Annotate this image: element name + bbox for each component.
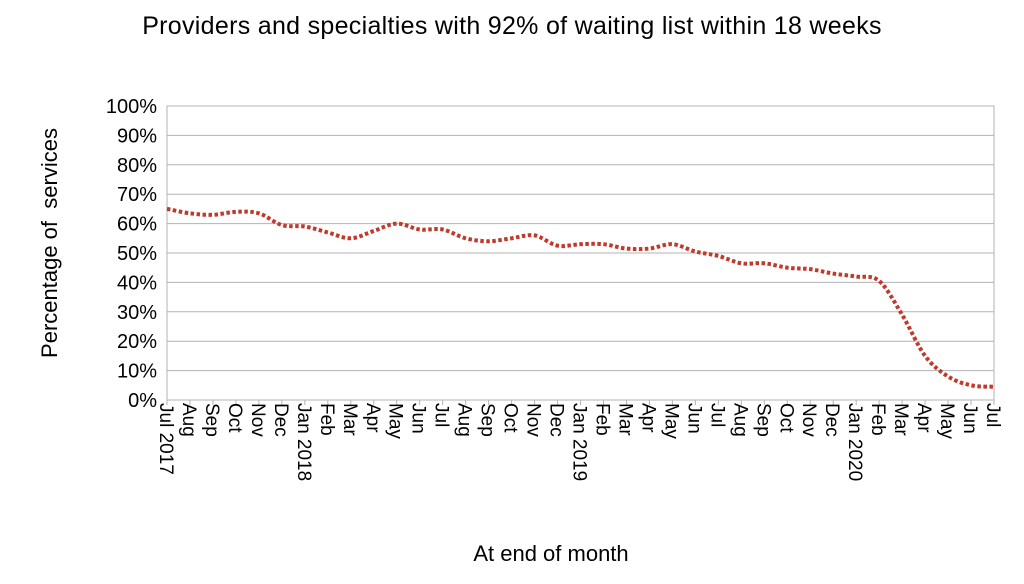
x-tick-label: May [936, 403, 957, 439]
data-point [257, 211, 261, 215]
data-point [969, 383, 973, 387]
x-tick-label: Nov [247, 403, 268, 437]
y-axis-label: Percentage of services [37, 128, 62, 358]
data-point [211, 213, 215, 217]
data-point [808, 267, 812, 271]
x-tick-label: Apr [637, 403, 658, 433]
data-point [234, 210, 238, 214]
series-line [166, 206, 995, 389]
data-point [693, 250, 697, 254]
data-point [303, 225, 307, 229]
data-point [349, 236, 353, 240]
data-point [464, 236, 468, 240]
y-tick-label: 70% [117, 184, 157, 206]
data-point [280, 223, 284, 227]
data-point [739, 261, 743, 265]
data-point [418, 227, 422, 231]
data-point [165, 207, 169, 211]
data-point [326, 230, 330, 234]
x-tick-label: Apr [913, 403, 934, 433]
x-tick-label: Oct [775, 403, 796, 433]
data-point [877, 279, 881, 283]
data-point [670, 242, 674, 246]
x-tick-label: Jun [408, 403, 429, 434]
x-axis-label: At end of month [473, 541, 628, 566]
data-point [556, 244, 560, 248]
x-tick-label: Mar [339, 403, 360, 436]
x-tick-label: Nov [523, 403, 544, 437]
chart-title: Providers and specialties with 92% of wa… [142, 12, 882, 40]
y-tick-label: 100% [106, 96, 157, 118]
y-tick-label: 0% [128, 390, 157, 412]
y-tick-label: 90% [117, 125, 157, 147]
x-tick-label: Oct [500, 403, 521, 433]
data-point [785, 266, 789, 270]
x-tick-label: Nov [798, 403, 819, 437]
x-tick-label: Jan 2020 [844, 403, 865, 481]
x-tick-label: Jul [982, 403, 1003, 427]
data-point [441, 227, 445, 231]
x-axis-ticks: Jul 2017 Aug Sep Oct Nov Dec Jan 2018 Feb Mar Apr… [155, 400, 1003, 481]
x-tick-label: Jun [683, 403, 704, 434]
data-point [946, 374, 950, 378]
x-tick-label: May [660, 403, 681, 439]
x-tick-label: Jul [431, 403, 452, 427]
data-point [188, 211, 192, 215]
y-tick-label: 60% [117, 214, 157, 236]
x-tick-label: Feb [316, 403, 337, 436]
x-tick-label: Jul 2017 [155, 403, 176, 475]
x-tick-label: Aug [729, 403, 750, 437]
series [165, 206, 996, 389]
gridlines [167, 105, 994, 401]
x-tick-label: Dec [270, 403, 291, 437]
x-tick-label: Sep [752, 403, 773, 437]
x-tick-label: Dec [821, 403, 842, 437]
y-axis-ticks: 0% 10% 20% 30% 40% 50% 60% 70% 80% 90% 100% [106, 96, 157, 412]
x-tick-label: Jul [706, 403, 727, 427]
y-tick-label: 10% [117, 361, 157, 383]
x-tick-label: Feb [867, 403, 888, 436]
data-point [533, 233, 537, 237]
y-tick-label: 80% [117, 155, 157, 177]
data-point [510, 236, 514, 240]
data-point [831, 272, 835, 276]
x-tick-label: Jan 2018 [293, 403, 314, 481]
x-tick-label: Dec [546, 403, 567, 437]
y-tick-label: 50% [117, 243, 157, 265]
data-point [923, 354, 927, 358]
data-point [762, 261, 766, 265]
x-tick-label: Feb [591, 403, 612, 436]
x-tick-label: Jun [959, 403, 980, 434]
x-tick-label: Mar [890, 403, 911, 436]
x-tick-label: Oct [224, 403, 245, 433]
x-tick-label: Sep [201, 403, 222, 437]
data-point [372, 229, 376, 233]
x-tick-label: Mar [614, 403, 635, 436]
x-tick-label: Sep [477, 403, 498, 437]
data-point [601, 242, 605, 246]
x-tick-label: May [385, 403, 406, 439]
data-point [579, 242, 583, 246]
data-point [395, 222, 399, 226]
y-tick-label: 40% [117, 272, 157, 294]
data-point [487, 239, 491, 243]
data-point [854, 275, 858, 279]
x-tick-label: Aug [454, 403, 475, 437]
data-point [647, 247, 651, 251]
data-point [900, 313, 904, 317]
x-tick-label: Aug [178, 403, 199, 437]
x-tick-label: Apr [362, 403, 383, 433]
data-point [716, 254, 720, 258]
y-tick-label: 30% [117, 302, 157, 324]
data-point [624, 247, 628, 251]
data-point [992, 385, 996, 389]
y-tick-label: 20% [117, 331, 157, 353]
x-tick-label: Jan 2019 [569, 403, 590, 481]
